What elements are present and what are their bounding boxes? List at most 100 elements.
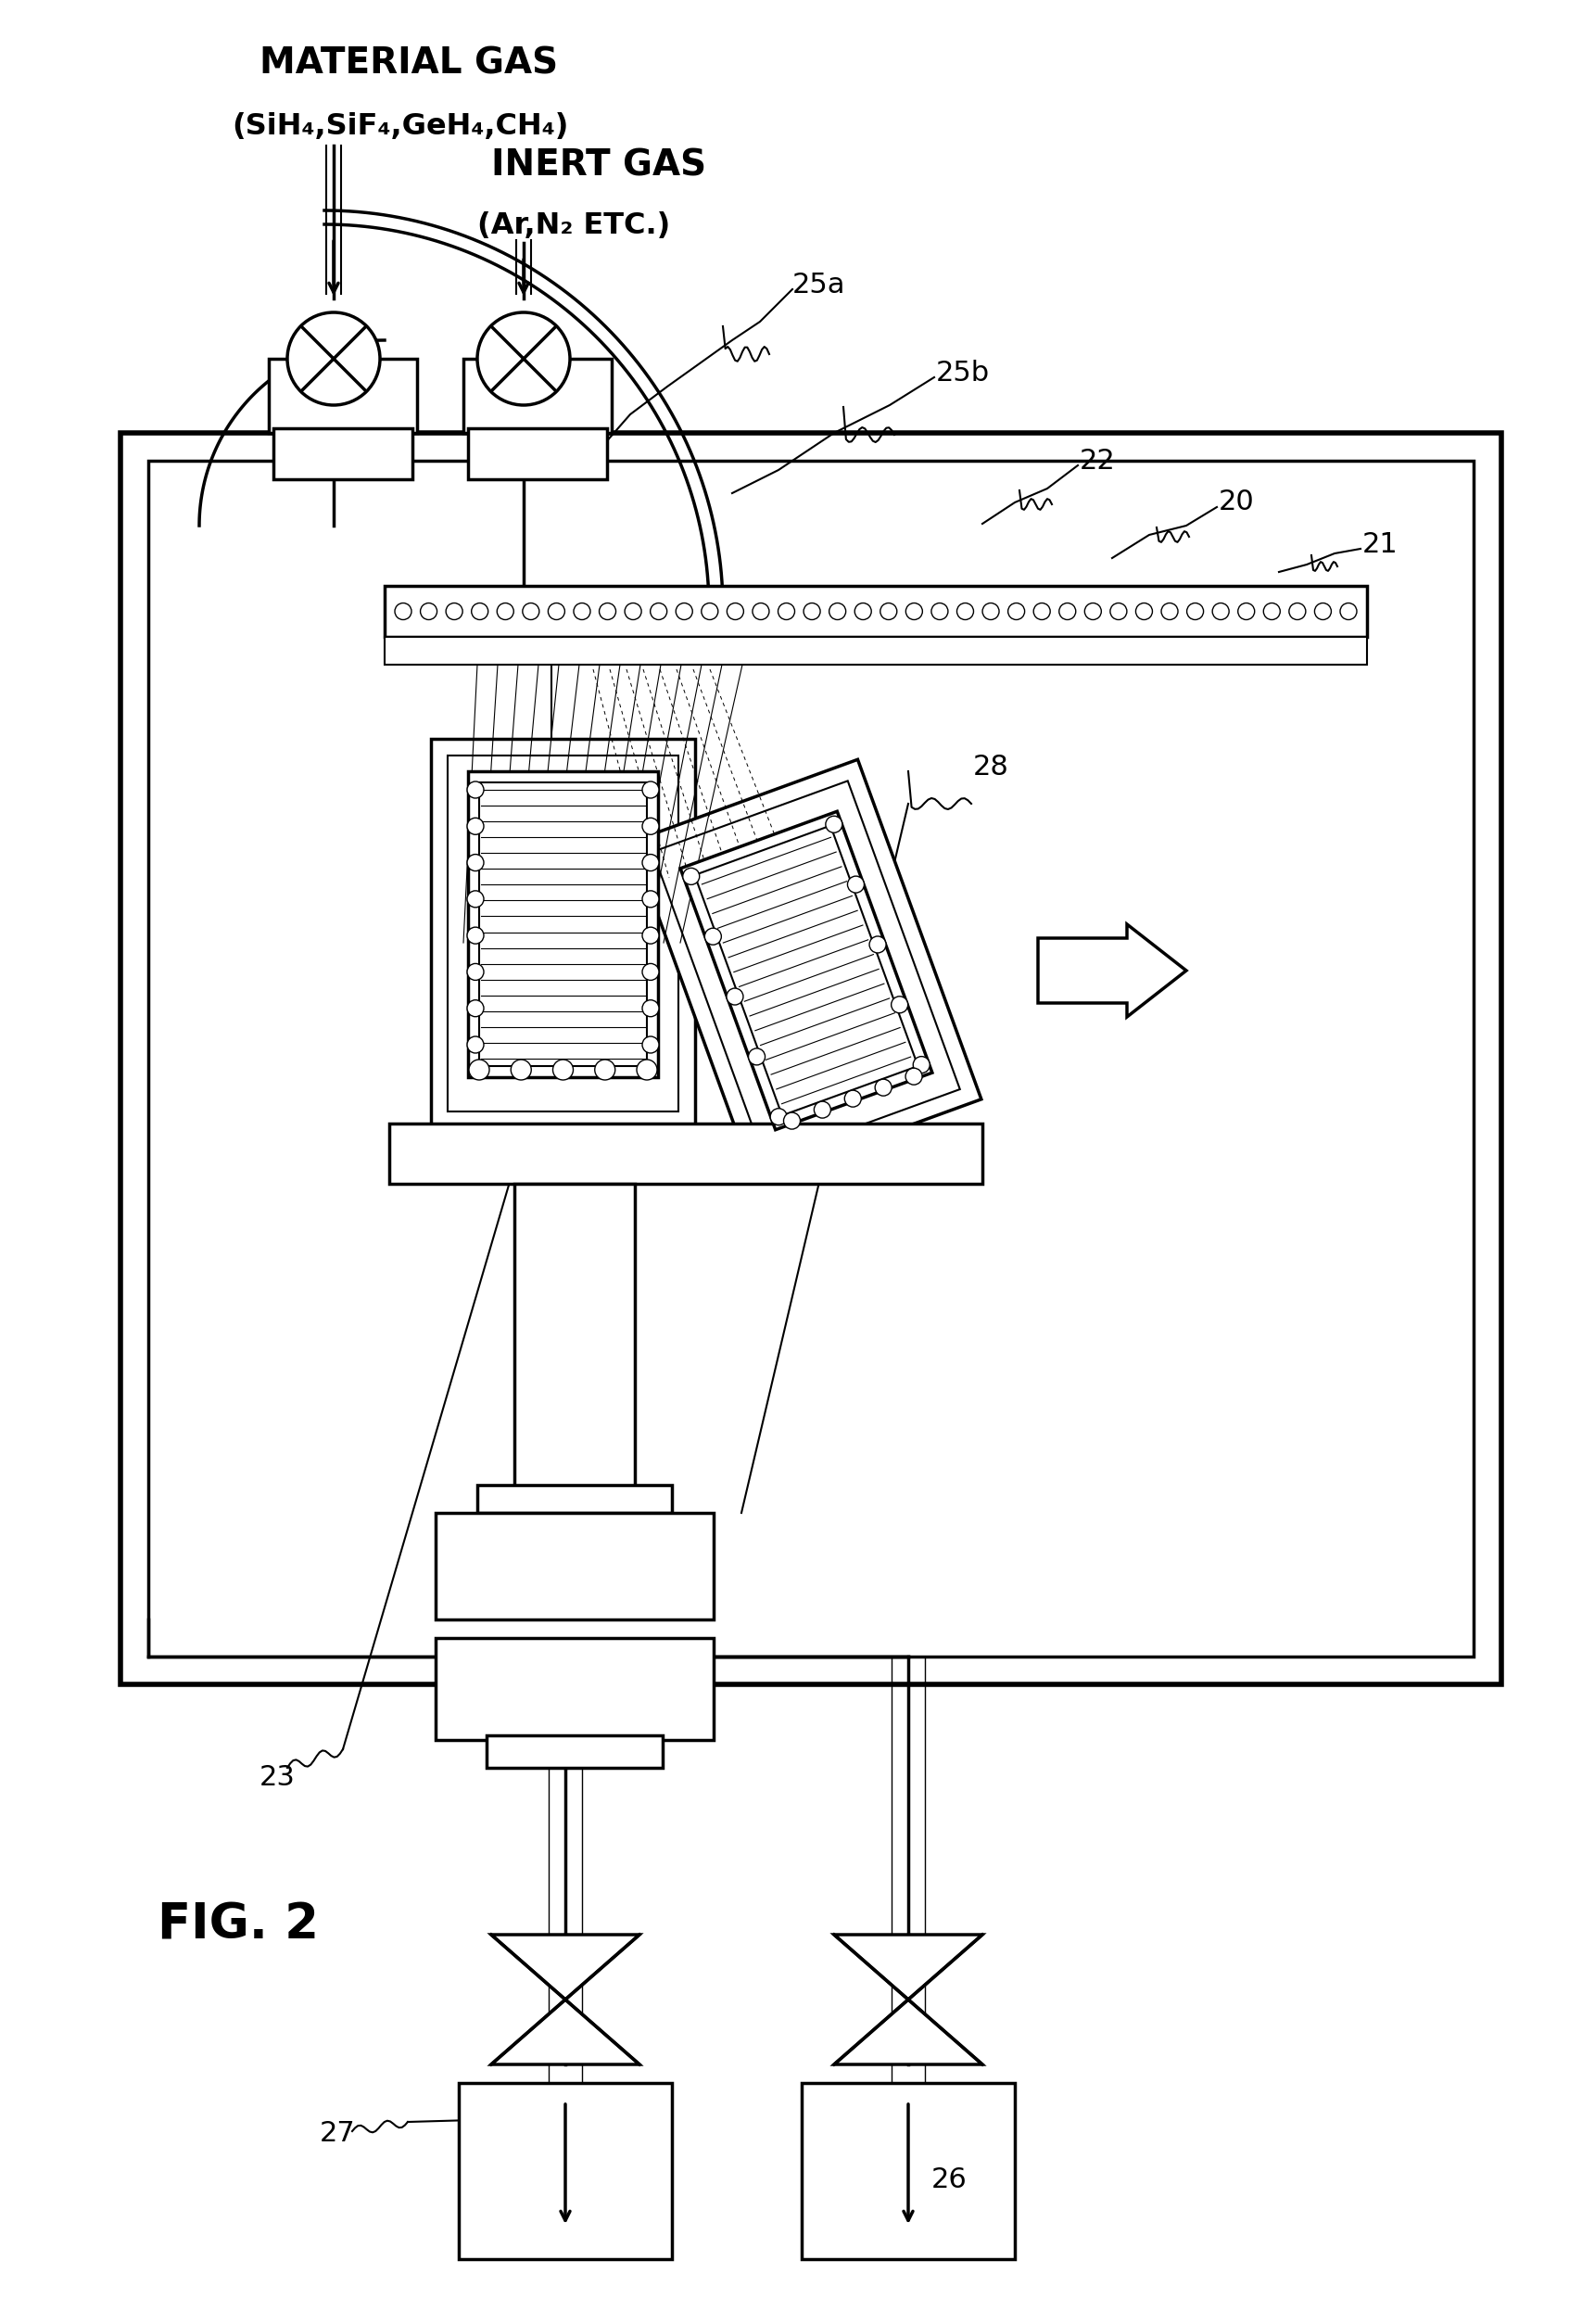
Bar: [149, 460, 1473, 1657]
Bar: [800, 2082, 1014, 2259]
Text: (Ar,N₂ ETC.): (Ar,N₂ ETC.): [478, 211, 669, 239]
Circle shape: [682, 869, 699, 885]
Polygon shape: [631, 760, 981, 1181]
Circle shape: [467, 890, 484, 906]
Text: MATERIAL GAS: MATERIAL GAS: [259, 46, 558, 81]
Circle shape: [642, 890, 658, 906]
Bar: [478, 1485, 671, 1513]
Circle shape: [467, 1037, 484, 1053]
Text: 23: 23: [259, 1764, 296, 1789]
Circle shape: [875, 1078, 891, 1097]
Bar: [384, 637, 1367, 665]
Circle shape: [642, 781, 658, 797]
Circle shape: [467, 818, 484, 834]
Circle shape: [573, 602, 590, 621]
Circle shape: [468, 1060, 489, 1081]
Circle shape: [467, 927, 484, 944]
Polygon shape: [1038, 925, 1185, 1018]
Text: 22: 22: [1079, 446, 1115, 474]
Circle shape: [1186, 602, 1202, 621]
Bar: [435, 1513, 713, 1620]
Circle shape: [846, 876, 864, 892]
Bar: [384, 586, 1367, 637]
Circle shape: [804, 602, 819, 621]
Circle shape: [650, 602, 666, 621]
Text: 21: 21: [1362, 530, 1397, 558]
Circle shape: [930, 602, 948, 621]
Circle shape: [845, 1090, 861, 1106]
Circle shape: [511, 1060, 532, 1081]
Circle shape: [905, 602, 922, 621]
Circle shape: [1313, 602, 1330, 621]
Circle shape: [600, 602, 615, 621]
Circle shape: [642, 1037, 658, 1053]
Circle shape: [829, 602, 845, 621]
Text: (SiH₄,SiF₄,GeH₄,CH₄): (SiH₄,SiF₄,GeH₄,CH₄): [231, 112, 568, 142]
Circle shape: [1134, 602, 1152, 621]
Bar: [435, 1638, 713, 1741]
Circle shape: [869, 937, 886, 953]
Circle shape: [1058, 602, 1076, 621]
Bar: [468, 428, 606, 479]
Circle shape: [957, 602, 973, 621]
Bar: [479, 783, 647, 1067]
Circle shape: [726, 988, 744, 1004]
Circle shape: [625, 602, 641, 621]
Text: FIG. 2: FIG. 2: [158, 1901, 318, 1950]
Text: 20: 20: [1218, 488, 1255, 516]
Bar: [448, 755, 679, 1111]
Circle shape: [642, 818, 658, 834]
Circle shape: [467, 855, 484, 872]
Circle shape: [467, 999, 484, 1016]
Circle shape: [748, 1048, 764, 1064]
Bar: [269, 358, 416, 432]
Bar: [468, 772, 658, 1078]
Text: 25b: 25b: [935, 360, 989, 386]
Bar: [120, 432, 1500, 1685]
Circle shape: [471, 602, 487, 621]
Circle shape: [642, 927, 658, 944]
Circle shape: [891, 997, 908, 1013]
Circle shape: [1288, 602, 1305, 621]
Circle shape: [636, 1060, 657, 1081]
Circle shape: [547, 602, 565, 621]
Circle shape: [770, 1109, 786, 1125]
Circle shape: [497, 602, 514, 621]
Circle shape: [1161, 602, 1177, 621]
Circle shape: [704, 927, 721, 946]
Circle shape: [1008, 602, 1024, 621]
Circle shape: [642, 964, 658, 981]
Bar: [459, 2082, 671, 2259]
Circle shape: [783, 1113, 800, 1129]
Circle shape: [913, 1057, 929, 1074]
Circle shape: [1033, 602, 1049, 621]
Polygon shape: [490, 1934, 639, 1999]
Circle shape: [446, 602, 462, 621]
Polygon shape: [652, 781, 959, 1160]
Circle shape: [751, 602, 769, 621]
Circle shape: [726, 602, 744, 621]
Circle shape: [1237, 602, 1255, 621]
Circle shape: [394, 602, 411, 621]
Circle shape: [1084, 602, 1101, 621]
Text: 27: 27: [320, 2119, 356, 2147]
Polygon shape: [834, 1999, 982, 2064]
Circle shape: [421, 602, 437, 621]
Circle shape: [676, 602, 691, 621]
Polygon shape: [680, 811, 932, 1129]
Text: 28: 28: [973, 753, 1009, 781]
Circle shape: [880, 602, 897, 621]
Circle shape: [1340, 602, 1356, 621]
Circle shape: [1262, 602, 1280, 621]
Circle shape: [854, 602, 870, 621]
Circle shape: [701, 602, 718, 621]
Text: 26: 26: [930, 2166, 967, 2194]
Circle shape: [642, 855, 658, 872]
Circle shape: [642, 999, 658, 1016]
Polygon shape: [694, 825, 918, 1116]
Circle shape: [522, 602, 539, 621]
Circle shape: [1212, 602, 1228, 621]
Circle shape: [595, 1060, 615, 1081]
Bar: [486, 1736, 663, 1769]
Circle shape: [982, 602, 998, 621]
